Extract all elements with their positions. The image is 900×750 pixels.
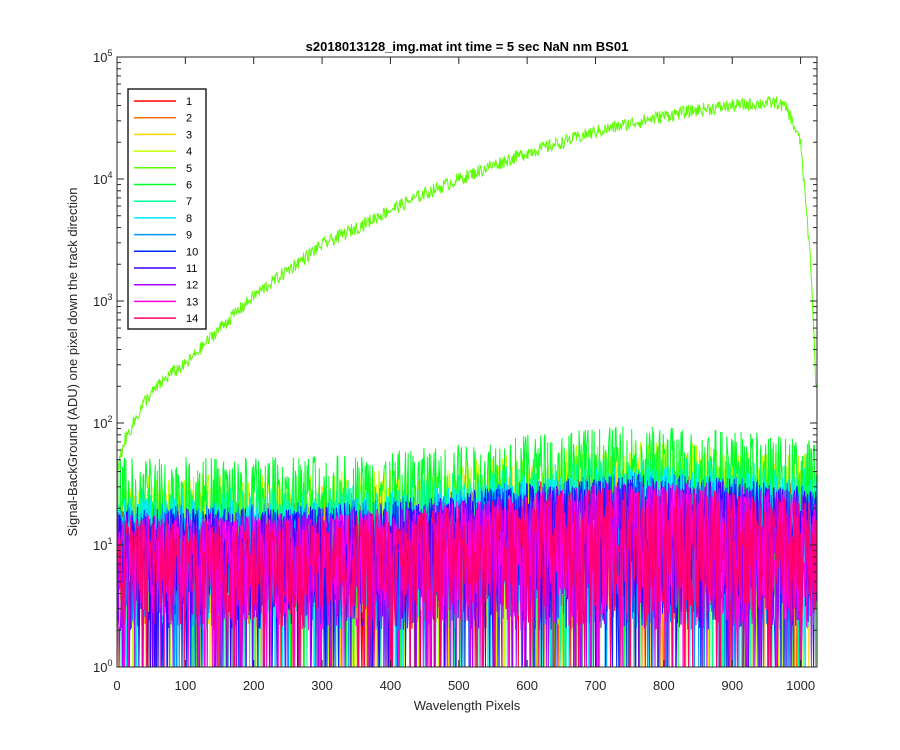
series-group xyxy=(116,96,817,668)
legend-label-7: 7 xyxy=(186,196,192,208)
plot-area: 0 100 200 300 400 500 600 700 800 900 1000 1001011… xyxy=(93,48,818,693)
y-axis-label: Signal-BackGround (ADU) one pixel down t… xyxy=(65,187,80,536)
x-axis: 0 100 200 300 400 500 600 700 800 900 1000 xyxy=(113,57,815,693)
legend-label-13: 13 xyxy=(186,296,198,308)
legend-label-3: 3 xyxy=(186,129,192,141)
axes-box xyxy=(116,56,818,668)
x-tick-label: 400 xyxy=(380,678,402,693)
x-tick-label: 100 xyxy=(175,678,197,693)
legend-label-5: 5 xyxy=(186,163,192,175)
legend-label-11: 11 xyxy=(186,263,197,275)
x-tick-label: 0 xyxy=(113,678,120,693)
x-tick-label: 700 xyxy=(585,678,607,693)
legend-label-6: 6 xyxy=(186,180,192,192)
x-tick-label: 300 xyxy=(311,678,333,693)
x-tick-label: 200 xyxy=(243,678,265,693)
chart-title: s2018013128_img.mat int time = 5 sec NaN… xyxy=(306,39,629,54)
legend-label-1: 1 xyxy=(186,96,192,108)
legend-label-14: 14 xyxy=(186,313,198,325)
legend-label-10: 10 xyxy=(186,246,198,258)
x-axis-label: Wavelength Pixels xyxy=(414,698,521,713)
x-tick-label: 600 xyxy=(516,678,538,693)
legend-label-9: 9 xyxy=(186,230,192,242)
x-tick-label: 500 xyxy=(448,678,470,693)
legend-label-4: 4 xyxy=(186,146,192,158)
series-line-14 xyxy=(116,488,817,668)
legend-label-8: 8 xyxy=(186,213,192,225)
x-tick-label: 800 xyxy=(653,678,675,693)
series-line-5 xyxy=(116,96,817,471)
x-tick-label: 1000 xyxy=(786,678,815,693)
legend-label-12: 12 xyxy=(186,280,198,292)
legend-label-2: 2 xyxy=(186,113,192,125)
x-tick-label: 900 xyxy=(721,678,743,693)
legend-box xyxy=(127,88,207,330)
